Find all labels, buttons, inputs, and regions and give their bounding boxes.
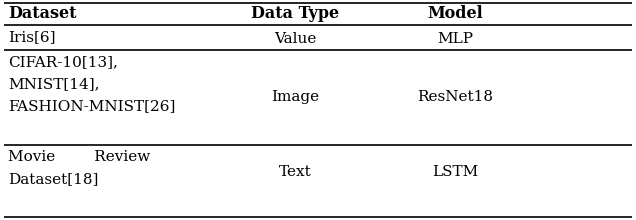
Text: Image: Image	[271, 90, 319, 104]
Text: Text: Text	[279, 165, 312, 179]
Text: Data Type: Data Type	[251, 5, 339, 22]
Text: MLP: MLP	[437, 32, 473, 46]
Text: CIFAR-10[13],: CIFAR-10[13],	[8, 55, 118, 69]
Text: Movie        Review: Movie Review	[8, 150, 150, 164]
Text: Dataset[18]: Dataset[18]	[8, 172, 99, 186]
Text: Model: Model	[427, 5, 483, 22]
Text: MNIST[14],: MNIST[14],	[8, 77, 99, 91]
Text: LSTM: LSTM	[432, 165, 478, 179]
Text: Dataset: Dataset	[8, 5, 76, 22]
Text: ResNet18: ResNet18	[417, 90, 493, 104]
Text: FASHION-MNIST[26]: FASHION-MNIST[26]	[8, 99, 176, 113]
Text: Iris[6]: Iris[6]	[8, 30, 55, 44]
Text: Value: Value	[274, 32, 316, 46]
